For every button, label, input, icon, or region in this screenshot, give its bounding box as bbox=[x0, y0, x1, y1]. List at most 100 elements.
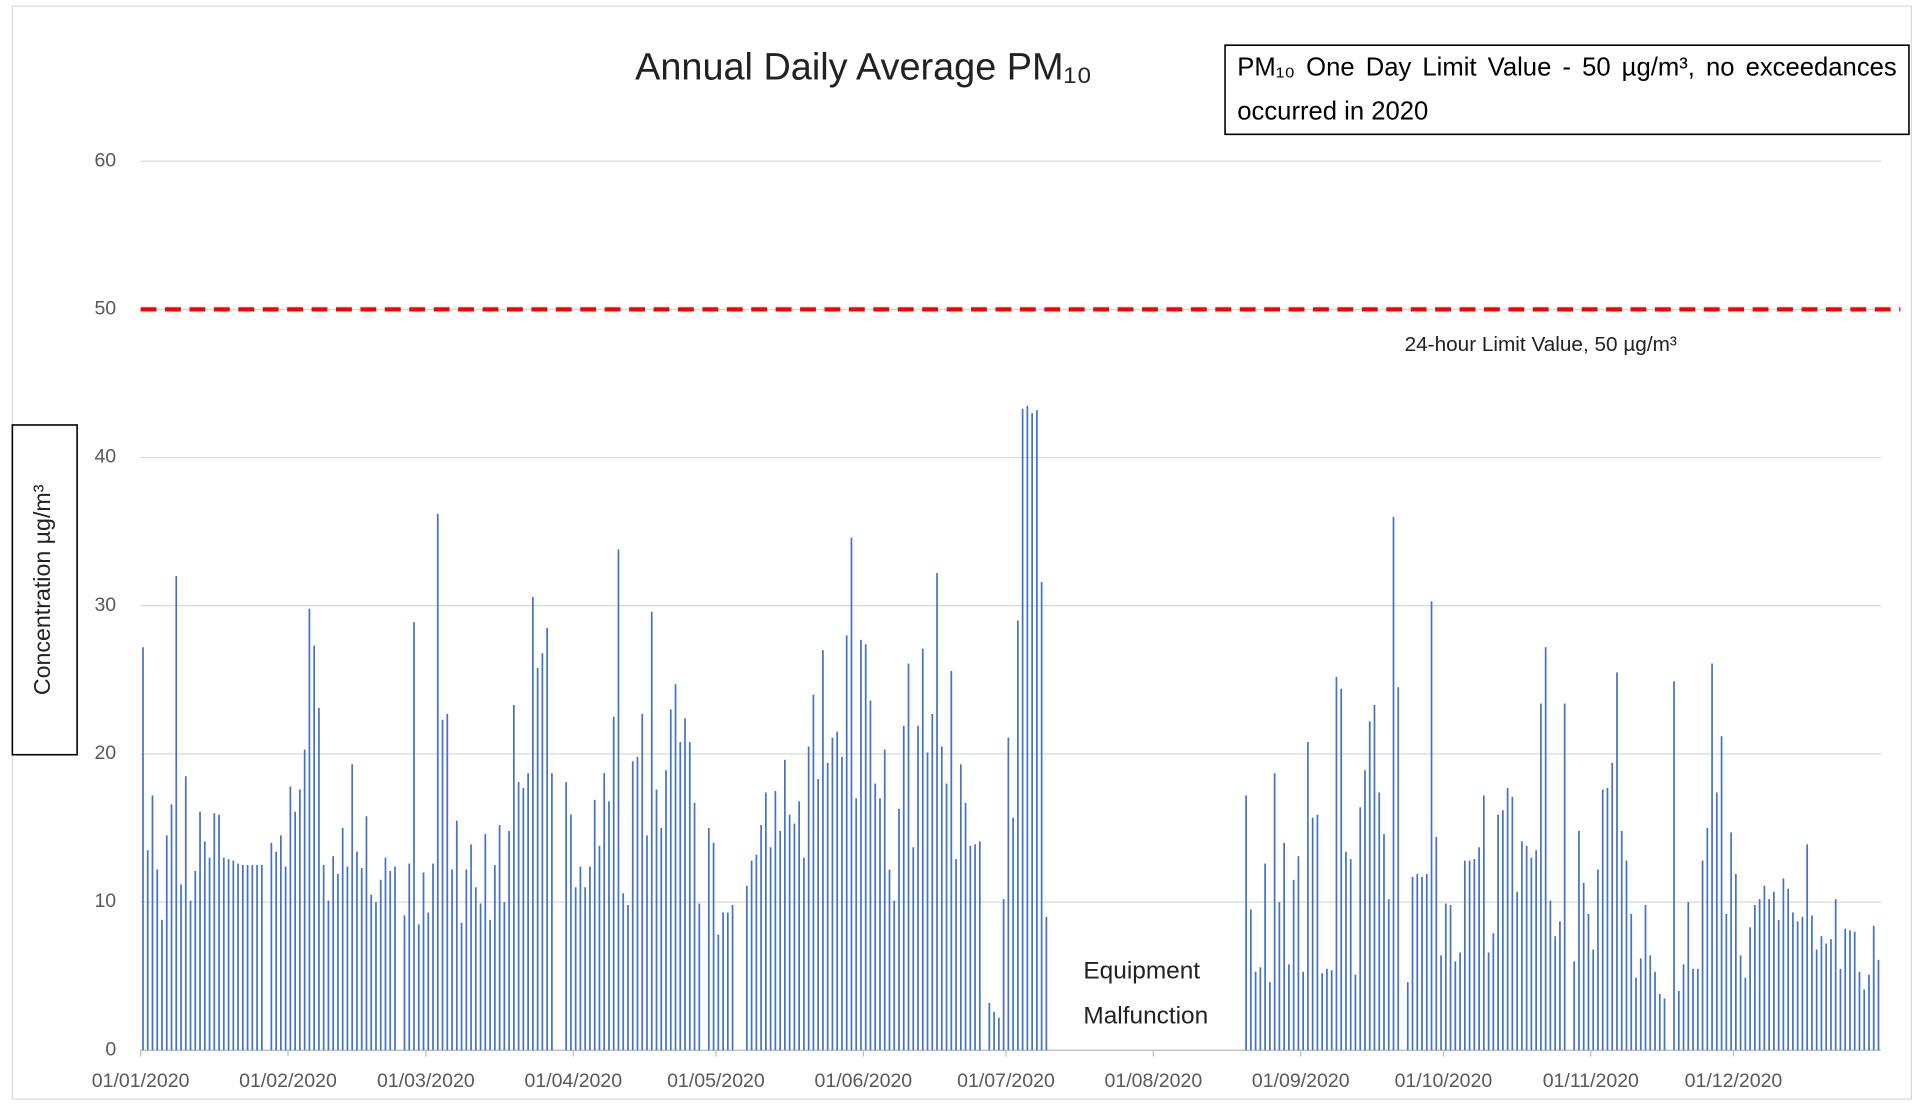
bar bbox=[779, 830, 781, 1051]
bar bbox=[1563, 703, 1566, 1051]
bar bbox=[489, 919, 491, 1051]
bar bbox=[1849, 930, 1851, 1051]
chart-title: Annual Daily Average PM₁₀ bbox=[635, 47, 1092, 89]
bar bbox=[436, 513, 439, 1051]
bar bbox=[313, 645, 316, 1051]
bar bbox=[346, 866, 349, 1051]
bar bbox=[1696, 968, 1699, 1051]
bar bbox=[879, 798, 881, 1051]
bar bbox=[527, 773, 529, 1051]
annotation: PM₁₀ One Day Limit Value - 50 µg/m³, no … bbox=[1237, 53, 1897, 126]
bar bbox=[1511, 796, 1514, 1051]
bar bbox=[931, 713, 934, 1051]
x-tick-label: 01/01/2020 bbox=[92, 1070, 190, 1092]
bar bbox=[1544, 647, 1547, 1051]
bar bbox=[384, 857, 387, 1051]
bar bbox=[874, 783, 877, 1051]
bar bbox=[1811, 915, 1813, 1051]
bar bbox=[1711, 663, 1713, 1051]
bar bbox=[969, 845, 972, 1051]
bar bbox=[1720, 736, 1723, 1051]
bar bbox=[1292, 879, 1295, 1051]
bar bbox=[769, 847, 772, 1051]
bar bbox=[1321, 973, 1324, 1051]
bar bbox=[1559, 921, 1561, 1051]
bar bbox=[1620, 830, 1623, 1051]
bar bbox=[1616, 672, 1618, 1051]
bar bbox=[1259, 967, 1262, 1051]
bar bbox=[1830, 939, 1832, 1051]
bar bbox=[417, 924, 420, 1051]
bar bbox=[855, 798, 858, 1051]
bar bbox=[1754, 905, 1756, 1051]
bar bbox=[584, 887, 587, 1051]
bar bbox=[1687, 902, 1690, 1051]
bar bbox=[1444, 903, 1447, 1051]
bar bbox=[893, 900, 896, 1051]
bar bbox=[1021, 408, 1024, 1051]
bar bbox=[1487, 952, 1490, 1051]
y-tick-label: 30 bbox=[94, 594, 116, 616]
bar bbox=[598, 845, 601, 1051]
bar bbox=[246, 865, 249, 1051]
bar bbox=[1031, 413, 1033, 1051]
bar bbox=[1540, 703, 1542, 1051]
x-tick-label: 01/04/2020 bbox=[524, 1070, 622, 1092]
bar bbox=[493, 865, 496, 1051]
bar bbox=[1863, 989, 1866, 1051]
bar bbox=[303, 749, 306, 1051]
bar bbox=[1269, 982, 1271, 1051]
bar bbox=[1872, 925, 1875, 1051]
bar bbox=[422, 872, 425, 1051]
bar bbox=[1630, 913, 1633, 1051]
bar bbox=[341, 828, 344, 1051]
bar bbox=[722, 912, 724, 1051]
bar bbox=[579, 866, 582, 1051]
bar bbox=[446, 713, 449, 1051]
bar bbox=[717, 934, 720, 1051]
bar bbox=[912, 847, 915, 1051]
bar bbox=[1853, 931, 1856, 1051]
bar bbox=[194, 870, 197, 1051]
bar bbox=[826, 762, 829, 1051]
bar bbox=[213, 813, 216, 1051]
bar bbox=[817, 779, 820, 1051]
bar bbox=[1340, 688, 1343, 1051]
bar bbox=[1288, 964, 1290, 1051]
bar bbox=[750, 860, 753, 1051]
bar bbox=[541, 653, 544, 1051]
bar bbox=[836, 731, 839, 1051]
bar bbox=[1459, 952, 1461, 1051]
bar bbox=[1673, 681, 1675, 1051]
bar bbox=[1763, 885, 1766, 1051]
y-tick-label: 20 bbox=[94, 742, 116, 764]
bar bbox=[679, 742, 682, 1051]
bar bbox=[807, 746, 810, 1051]
bar bbox=[707, 828, 710, 1051]
gap-label-line: Malfunction bbox=[1083, 1003, 1208, 1030]
bar bbox=[1725, 913, 1728, 1051]
bar bbox=[1283, 842, 1285, 1051]
bar bbox=[451, 869, 453, 1051]
bar bbox=[765, 792, 767, 1051]
bar bbox=[260, 865, 263, 1051]
bar bbox=[1421, 876, 1423, 1051]
bar bbox=[936, 573, 938, 1051]
bar bbox=[660, 828, 663, 1051]
bar bbox=[712, 842, 715, 1051]
bar bbox=[203, 841, 206, 1051]
bar bbox=[655, 789, 658, 1051]
bar bbox=[1497, 814, 1499, 1051]
bar bbox=[974, 844, 976, 1051]
bar bbox=[1530, 857, 1533, 1051]
bar bbox=[883, 749, 886, 1051]
bar bbox=[1844, 928, 1847, 1051]
x-tick-label: 01/12/2020 bbox=[1685, 1070, 1783, 1092]
bar bbox=[1549, 900, 1552, 1051]
bar bbox=[988, 1002, 991, 1051]
bar bbox=[1002, 899, 1005, 1051]
bar bbox=[617, 549, 620, 1051]
bar bbox=[869, 700, 872, 1051]
bar bbox=[184, 776, 187, 1051]
bar bbox=[593, 799, 596, 1051]
